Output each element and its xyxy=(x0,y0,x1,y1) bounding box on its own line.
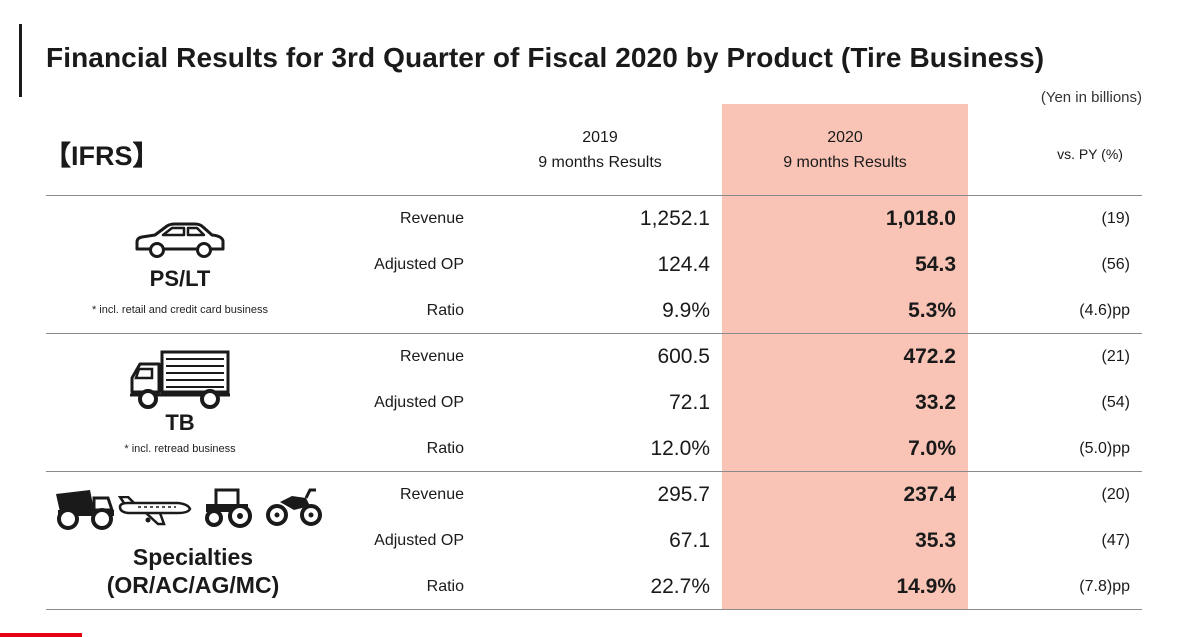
metric-label: Ratio xyxy=(426,440,464,457)
segment-label-specialties-line1: Specialties xyxy=(132,544,254,570)
column-header-2020-desc: 9 months Results xyxy=(783,154,907,171)
value-2020: 1,018.0 xyxy=(885,207,956,230)
segment-label-pslt: PS/LT xyxy=(149,266,211,291)
metric-label: Adjusted OP xyxy=(374,532,464,549)
segment-label-specialties-line2: (OR/AC/AG/MC) xyxy=(106,572,280,598)
metric-label: Ratio xyxy=(426,302,464,319)
value-vs-py: (54) xyxy=(1101,394,1130,411)
value-vs-py: (56) xyxy=(1101,256,1130,273)
table-divider xyxy=(46,333,1142,334)
value-vs-py: (19) xyxy=(1101,210,1130,227)
value-2019: 12.0% xyxy=(650,437,710,460)
value-2019: 600.5 xyxy=(657,345,710,368)
column-header-2019: 2019 9 months Results xyxy=(500,125,700,175)
value-vs-py: (7.8)pp xyxy=(1079,578,1130,595)
segment-label-tb: TB xyxy=(165,410,195,435)
car-icon xyxy=(135,222,225,258)
value-2020: 54.3 xyxy=(915,253,956,276)
segment-label-specialties: Specialties (OR/AC/AG/MC) xyxy=(80,543,306,599)
metric-label: Revenue xyxy=(399,486,464,503)
value-2020: 33.2 xyxy=(915,391,956,414)
dump-truck-icon xyxy=(56,490,115,530)
column-header-2019-year: 2019 xyxy=(582,129,618,146)
value-2019: 67.1 xyxy=(669,529,710,552)
value-2020: 237.4 xyxy=(903,483,956,506)
value-vs-py: (5.0)pp xyxy=(1079,440,1130,457)
unit-note: (Yen in billions) xyxy=(1040,89,1142,106)
value-2019: 72.1 xyxy=(669,391,710,414)
footer-accent-mark xyxy=(0,633,82,637)
column-header-2020-year: 2020 xyxy=(827,129,863,146)
truck-icon xyxy=(130,350,230,409)
value-2019: 295.7 xyxy=(657,483,710,506)
table-divider xyxy=(46,195,1142,196)
value-vs-py: (47) xyxy=(1101,532,1130,549)
value-2020: 14.9% xyxy=(896,575,956,598)
motorcycle-icon xyxy=(266,488,322,526)
value-2019: 1,252.1 xyxy=(639,207,710,230)
table-divider xyxy=(46,609,1142,610)
title-accent-bar xyxy=(19,24,22,97)
airplane-icon xyxy=(118,496,192,526)
tractor-icon xyxy=(205,488,252,528)
column-header-2019-desc: 9 months Results xyxy=(538,154,662,171)
value-2020: 7.0% xyxy=(908,437,956,460)
segment-note-pslt: * incl. retail and credit card business xyxy=(91,304,269,316)
value-vs-py: (20) xyxy=(1101,486,1130,503)
segment-note-tb: * incl. retread business xyxy=(124,443,236,455)
accounting-standard-label: 【IFRS】 xyxy=(44,141,160,171)
value-2020: 472.2 xyxy=(903,345,956,368)
metric-label: Revenue xyxy=(399,348,464,365)
column-header-vs-py: vs. PY (%) xyxy=(1057,146,1123,162)
value-2020: 35.3 xyxy=(915,529,956,552)
metric-label: Adjusted OP xyxy=(374,394,464,411)
table-divider xyxy=(46,471,1142,472)
column-header-2020: 2020 9 months Results xyxy=(722,125,968,175)
metric-label: Revenue xyxy=(399,210,464,227)
metric-label: Adjusted OP xyxy=(374,256,464,273)
value-vs-py: (4.6)pp xyxy=(1079,302,1130,319)
value-2019: 9.9% xyxy=(662,299,710,322)
value-vs-py: (21) xyxy=(1101,348,1130,365)
value-2020: 5.3% xyxy=(908,299,956,322)
value-2019: 124.4 xyxy=(657,253,710,276)
metric-label: Ratio xyxy=(426,578,464,595)
current-year-highlight-column xyxy=(722,104,968,610)
page-title: Financial Results for 3rd Quarter of Fis… xyxy=(46,42,1045,73)
value-2019: 22.7% xyxy=(650,575,710,598)
